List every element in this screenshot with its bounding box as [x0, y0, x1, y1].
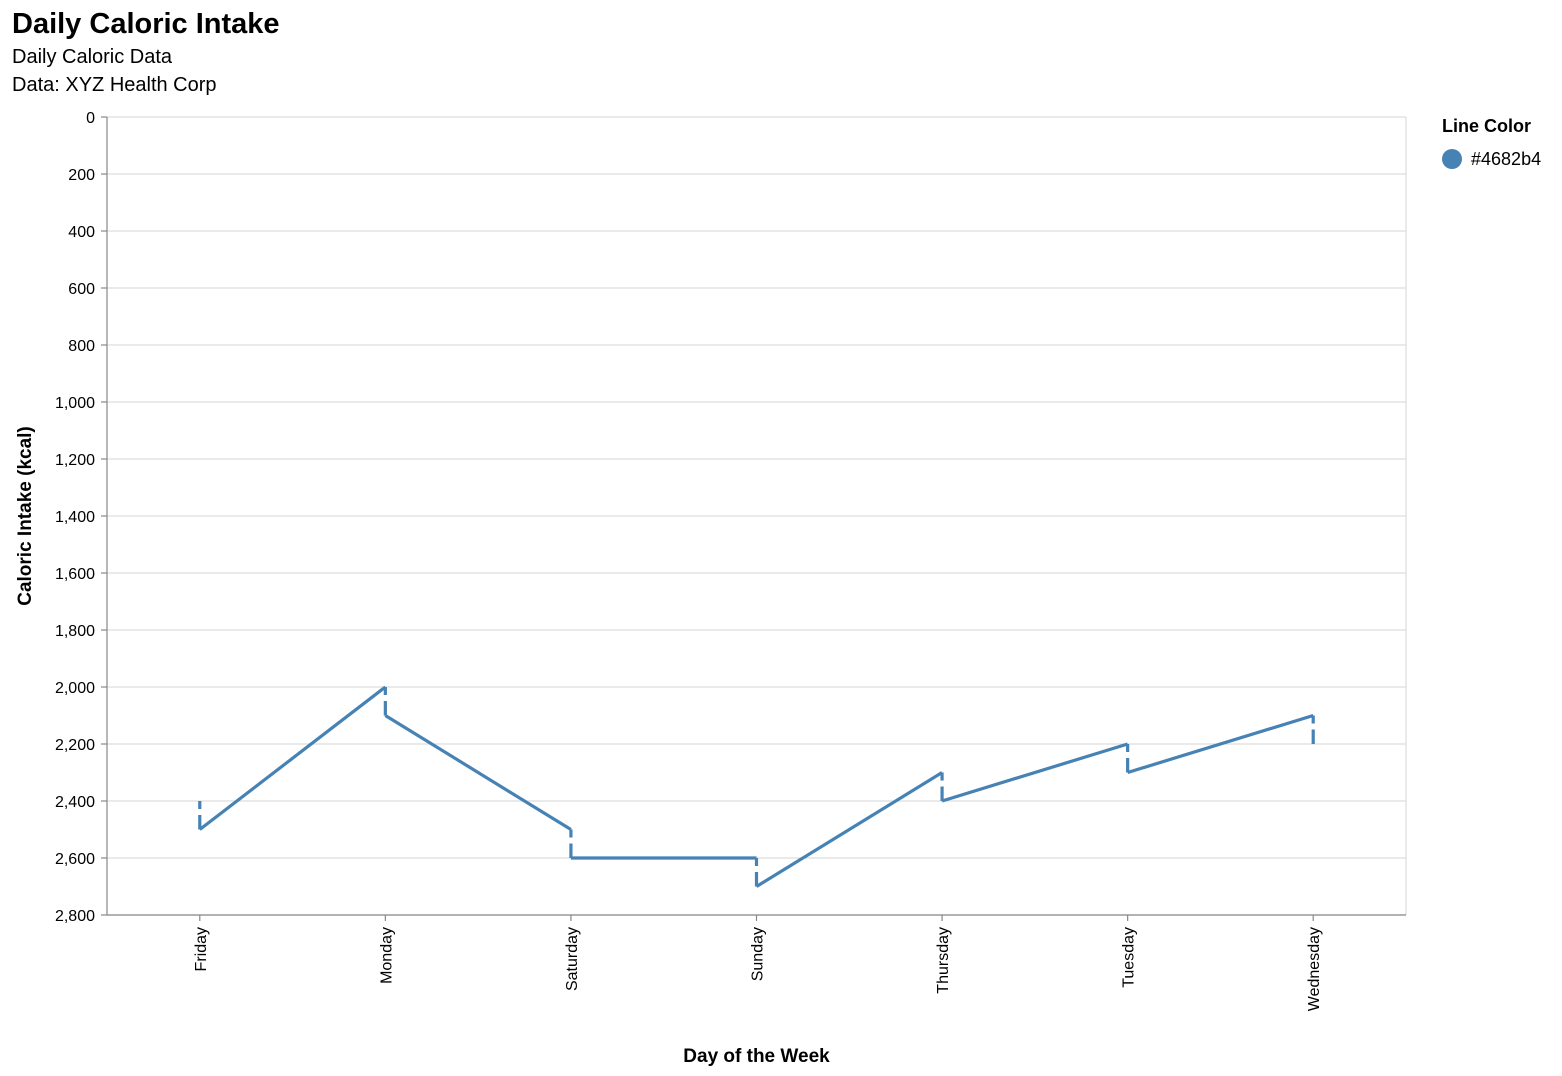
x-tick-label: Monday — [378, 927, 395, 984]
y-tick-label: 2,800 — [55, 908, 95, 925]
y-tick-label: 1,800 — [55, 623, 95, 640]
x-tick-label: Thursday — [935, 927, 952, 994]
y-tick-label: 2,200 — [55, 737, 95, 754]
y-tick-label: 2,600 — [55, 851, 95, 868]
y-tick-label: 1,200 — [55, 452, 95, 469]
line-segment — [1127, 713, 1314, 775]
data-marks — [198, 685, 1315, 888]
x-tick-label: Tuesday — [1121, 927, 1138, 988]
y-tick-label: 0 — [86, 110, 95, 127]
y-tick-label: 600 — [68, 281, 95, 298]
y-tick-label: 400 — [68, 224, 95, 241]
x-axis-title: Day of the Week — [683, 1046, 830, 1067]
y-tick-label: 1,600 — [55, 566, 95, 583]
x-tick-label: Saturday — [564, 927, 581, 991]
legend-label: #4682b4 — [1471, 148, 1542, 169]
grid-lines — [107, 116, 1407, 916]
y-tick-label: 1,000 — [55, 395, 95, 412]
y-axis-title: Caloric Intake (kcal) — [15, 426, 36, 606]
line-segment — [384, 714, 572, 831]
legend: Line Color #4682b4 — [1442, 116, 1541, 170]
line-segment — [941, 742, 1129, 803]
y-tick-label: 200 — [68, 167, 95, 184]
y-tick-label: 1,400 — [55, 509, 95, 526]
axes — [101, 116, 1406, 921]
x-tick-label: Sunday — [750, 927, 767, 981]
y-tick-label: 2,000 — [55, 680, 95, 697]
chart-source: Data: XYZ Health Corp — [12, 74, 217, 96]
y-tick-label: 2,400 — [55, 794, 95, 811]
legend-item: #4682b4 — [1442, 148, 1541, 170]
line-segment — [198, 685, 387, 831]
y-tick-label: 800 — [68, 338, 95, 355]
axis-labels: 0 200 400 600 800 1,000 1,200 1,400 1,600 1,800 2,… — [15, 110, 1323, 1067]
chart-subtitle: Daily Caloric Data — [12, 46, 173, 68]
chart-title: Daily Caloric Intake — [12, 8, 280, 40]
legend-title: Line Color — [1442, 116, 1531, 136]
legend-swatch — [1442, 149, 1462, 170]
x-tick-label: Wednesday — [1306, 927, 1323, 1011]
x-tick-label: Friday — [193, 927, 210, 971]
line-segment — [755, 771, 943, 888]
